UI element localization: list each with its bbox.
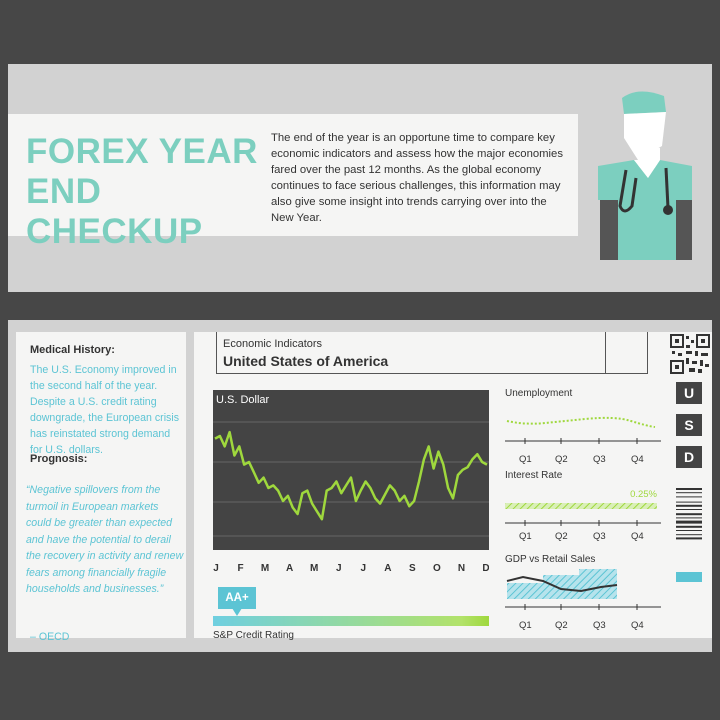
month-label: F bbox=[237, 563, 243, 574]
rating-pointer bbox=[232, 608, 242, 616]
prognosis-text: “Negative spillovers from the turmoil in… bbox=[26, 484, 184, 595]
intro-text: The end of the year is an opportune time… bbox=[271, 132, 563, 224]
indicators-panel: Economic Indicators United States of Ame… bbox=[194, 332, 670, 641]
quarter-label: Q3 bbox=[593, 531, 606, 542]
month-label: J bbox=[336, 563, 342, 574]
usd-series-line bbox=[214, 430, 488, 521]
quarter-label: Q2 bbox=[555, 454, 568, 465]
month-label: M bbox=[310, 563, 318, 574]
month-label: O bbox=[433, 563, 441, 574]
quarter-label: Q2 bbox=[555, 531, 568, 542]
interest-rate-title: Interest Rate bbox=[505, 470, 563, 481]
title-line-1: FOREX YEAR bbox=[26, 132, 258, 171]
unemployment-quarters: Q1 Q2 Q3 Q4 bbox=[505, 454, 661, 466]
interest-rate-quarters: Q1 Q2 Q3 Q4 bbox=[505, 531, 661, 543]
unemployment-title: Unemployment bbox=[505, 388, 573, 399]
unemployment-chart: Unemployment Q1 Q2 Q3 Q4 bbox=[505, 388, 661, 466]
gdp-retail-quarters: Q1 Q2 Q3 Q4 bbox=[505, 620, 661, 632]
month-label: J bbox=[360, 563, 366, 574]
month-label: A bbox=[286, 563, 293, 574]
credit-rating-badge: AA+ bbox=[218, 587, 256, 609]
notes-panel: Medical History: The U.S. Economy improv… bbox=[16, 332, 186, 643]
checkup-ticket: Medical History: The U.S. Economy improv… bbox=[8, 320, 712, 652]
header-banner: FOREX YEAR END CHECKUP The end of the ye… bbox=[8, 64, 712, 292]
doctor-illustration bbox=[598, 91, 692, 260]
usd-chart-bg bbox=[213, 390, 489, 550]
currency-letter: D bbox=[676, 446, 702, 468]
quarter-label: Q2 bbox=[555, 620, 568, 631]
interest-rate-chart: Interest Rate 0.25% Q1 Q2 bbox=[505, 470, 661, 543]
quarter-label: Q3 bbox=[593, 454, 606, 465]
quarter-label: Q1 bbox=[519, 454, 532, 465]
medical-history-text: The U.S. Economy improved in the second … bbox=[30, 364, 179, 456]
usd-chart: U.S. Dollar bbox=[213, 390, 489, 550]
medical-history-label: Medical History: bbox=[30, 344, 115, 356]
month-label: D bbox=[482, 563, 489, 574]
gdp-retail-plot bbox=[505, 569, 661, 610]
month-label: J bbox=[213, 563, 219, 574]
gdp-retail-title: GDP vs Retail Sales bbox=[505, 554, 596, 565]
qr-code-icon bbox=[670, 334, 710, 374]
quarter-label: Q4 bbox=[631, 454, 644, 465]
prognosis-source: – OECD bbox=[30, 631, 70, 643]
indicators-side-box bbox=[606, 332, 648, 374]
credit-rating-scale bbox=[213, 616, 489, 626]
country-name: United States of America bbox=[223, 353, 389, 369]
month-label: A bbox=[384, 563, 391, 574]
credit-rating-label: S&P Credit Rating bbox=[213, 630, 294, 641]
gdp-retail-chart: GDP vs Retail Sales Q1 Q2 Q3 Q4 bbox=[505, 554, 661, 632]
quarter-label: Q4 bbox=[631, 620, 644, 631]
header-panel bbox=[8, 114, 578, 236]
barcode-icon bbox=[676, 488, 702, 540]
indicators-header: Economic Indicators United States of Ame… bbox=[216, 332, 606, 374]
month-label: M bbox=[261, 563, 269, 574]
quarter-label: Q3 bbox=[593, 620, 606, 631]
currency-letter: U bbox=[676, 382, 702, 404]
interest-rate-plot: 0.25% bbox=[505, 481, 661, 531]
indicators-subtitle: Economic Indicators bbox=[223, 338, 323, 350]
usd-chart-title: U.S. Dollar bbox=[216, 394, 270, 406]
quarter-label: Q1 bbox=[519, 620, 532, 631]
interest-rate-value: 0.25% bbox=[630, 489, 657, 500]
page-title: FOREX YEAR END CHECKUP bbox=[26, 132, 276, 252]
quarter-label: Q1 bbox=[519, 531, 532, 542]
month-label: S bbox=[409, 563, 416, 574]
currency-letter: S bbox=[676, 414, 702, 436]
quarter-label: Q4 bbox=[631, 531, 644, 542]
month-label: N bbox=[458, 563, 465, 574]
stub-color-bar bbox=[676, 572, 702, 582]
ticket-stub: U S D bbox=[670, 332, 712, 638]
prognosis-label: Prognosis: bbox=[30, 453, 88, 465]
title-line-2: END CHECKUP bbox=[26, 172, 203, 251]
unemployment-plot bbox=[505, 416, 661, 444]
